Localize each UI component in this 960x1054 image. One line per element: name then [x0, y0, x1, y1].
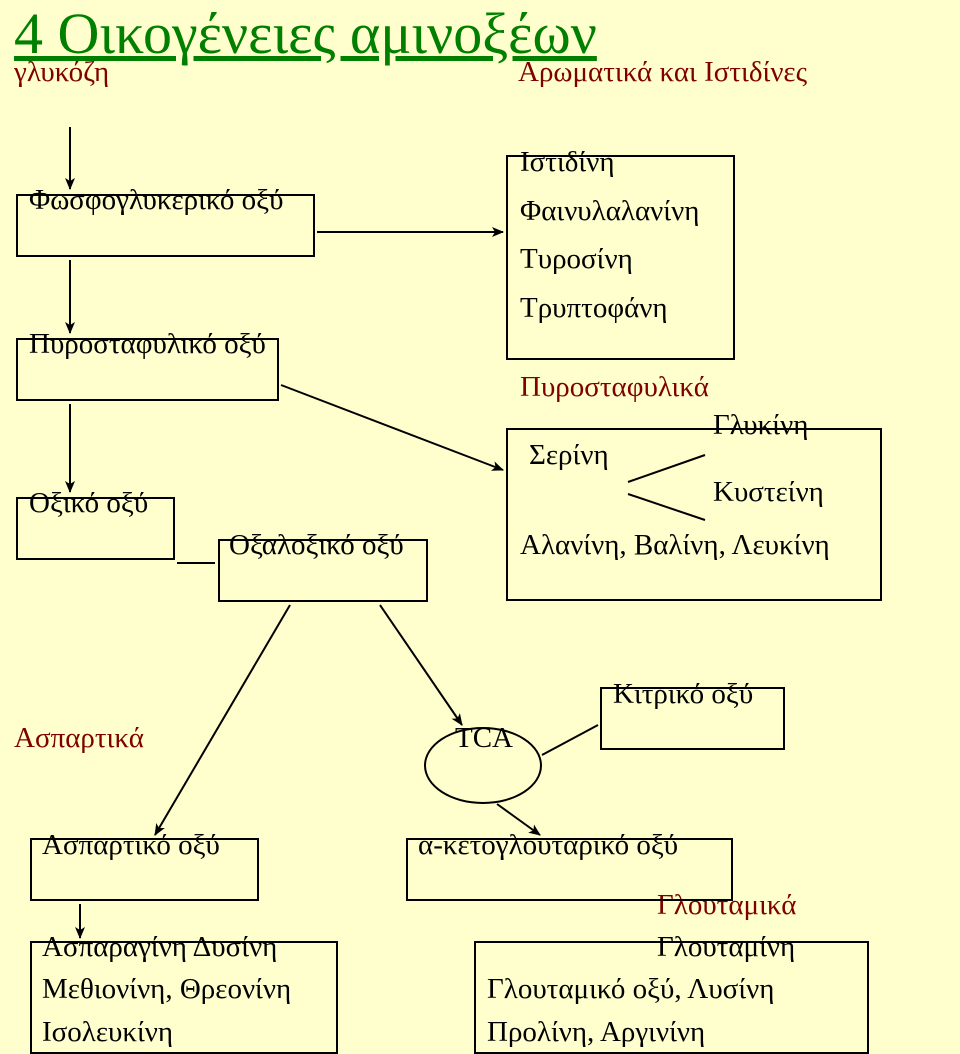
label-pyrostafylika: Πυροσταφυλικά: [520, 371, 709, 404]
node-box10: [30, 941, 338, 1054]
tca-ellipse: [424, 727, 542, 804]
node-box4: [218, 539, 428, 602]
node-box11: [474, 941, 869, 1054]
node-box3: [16, 497, 175, 560]
node-box6: [506, 428, 882, 601]
node-box2: [16, 338, 279, 401]
node-box5: [506, 155, 735, 360]
label-aromatika: Αρωματικά και Ιστιδίνες: [518, 56, 807, 89]
node-box1: [16, 194, 315, 257]
node-box8: [30, 838, 259, 901]
node-box9: [406, 838, 733, 901]
node-box7: [600, 687, 785, 750]
label-glykozi: γλυκόζη: [14, 56, 109, 89]
label-aspartika: Ασπαρτικά: [14, 722, 144, 755]
